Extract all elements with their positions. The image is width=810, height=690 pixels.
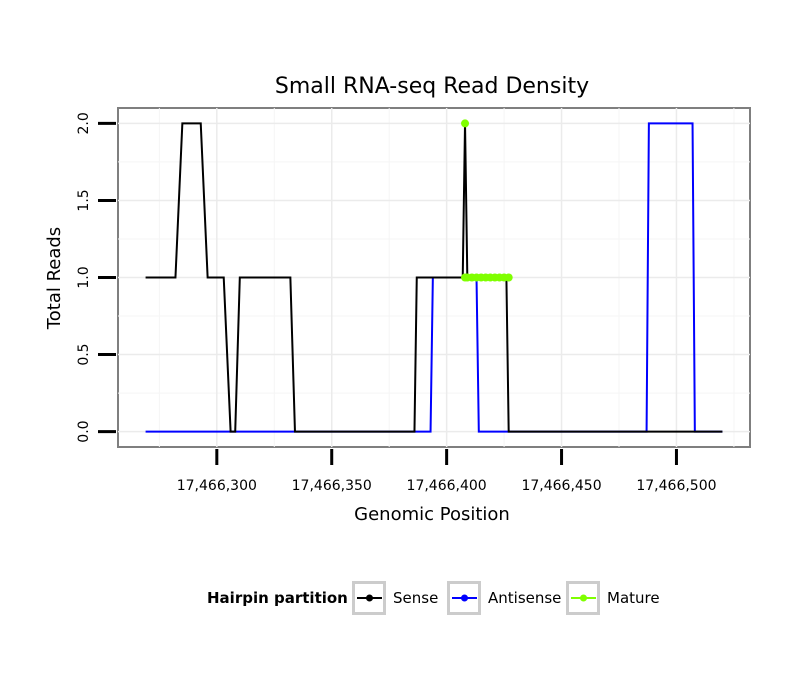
legend-title: Hairpin partition (207, 589, 348, 607)
legend-label-sense: Sense (393, 589, 438, 607)
legend-item-antisense: Antisense (447, 581, 561, 615)
y-tick-label: 0.0 (76, 420, 92, 442)
y-tick-label: 0.5 (76, 343, 92, 365)
legend-item-mature: Mature (566, 581, 660, 615)
x-tick-label: 17,466,450 (521, 478, 601, 494)
mature-point (461, 119, 470, 128)
x-tick-label: 17,466,500 (636, 478, 716, 494)
plot-panel (117, 107, 751, 448)
x-axis: 17,466,300 17,466,350 17,466,400 17,466,450… (177, 449, 717, 494)
legend-key-point (461, 594, 468, 602)
y-tick-label: 1.0 (76, 266, 92, 288)
legend-items: Sense Antisense Mature (352, 581, 660, 615)
legend-key-point (366, 594, 373, 602)
mature-point (504, 273, 513, 282)
y-axis-title: Total Reads (44, 227, 65, 330)
y-axis: 0.0 0.5 1.0 1.5 2.0 (76, 112, 116, 443)
mature-series (461, 119, 513, 282)
legend-label-antisense: Antisense (488, 589, 561, 607)
legend-key-point (580, 594, 587, 602)
x-tick-label: 17,466,300 (177, 478, 257, 494)
x-axis-title: Genomic Position (354, 504, 510, 525)
y-tick-label: 2.0 (76, 112, 92, 134)
y-tick-label: 1.5 (76, 189, 92, 211)
legend-label-mature: Mature (607, 589, 660, 607)
x-tick-label: 17,466,400 (407, 478, 487, 494)
series-lines (145, 119, 723, 433)
x-tick-label: 17,466,350 (292, 478, 372, 494)
legend-item-sense: Sense (352, 581, 438, 615)
legend: Hairpin partition Sense Antisense Mature (207, 581, 660, 615)
chart-title: Small RNA-seq Read Density (275, 74, 589, 99)
